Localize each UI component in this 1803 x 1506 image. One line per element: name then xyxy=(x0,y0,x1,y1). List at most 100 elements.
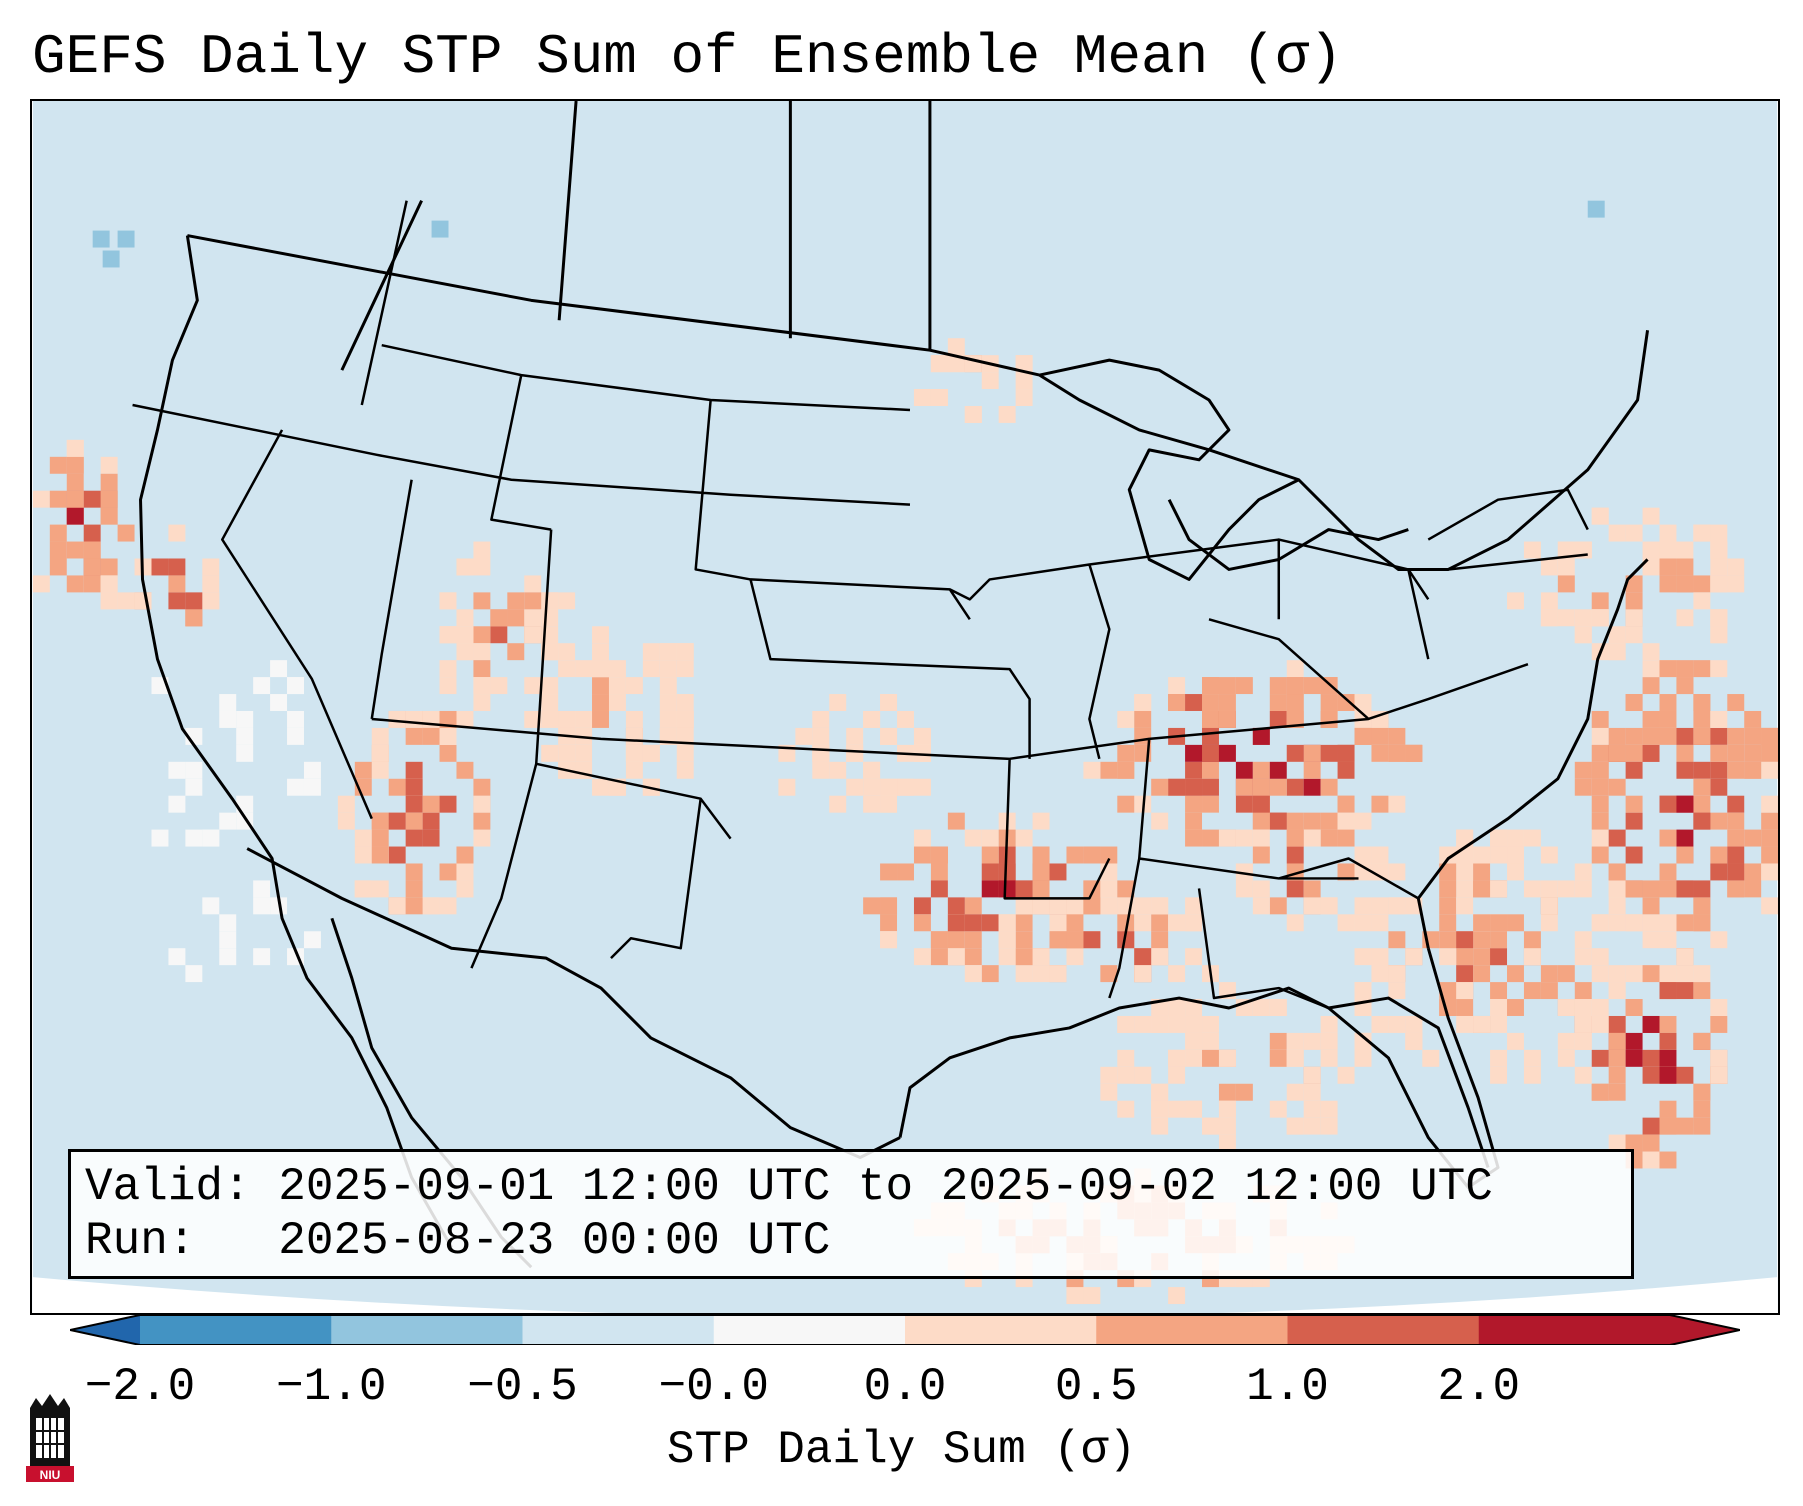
anomaly-cell xyxy=(1557,609,1575,627)
anomaly-cell xyxy=(1507,829,1524,847)
anomaly-cell xyxy=(303,931,321,949)
anomaly-cell xyxy=(1557,965,1575,983)
anomaly-cell xyxy=(1439,948,1457,966)
anomaly-cell xyxy=(998,863,1016,881)
anomaly-cell xyxy=(1608,744,1626,762)
anomaly-cell xyxy=(1642,965,1660,983)
anomaly-cell xyxy=(219,931,237,949)
anomaly-cell xyxy=(1540,558,1558,576)
anomaly-cell xyxy=(490,609,508,627)
anomaly-cell xyxy=(1269,999,1287,1016)
anomaly-cell xyxy=(1202,744,1219,762)
anomaly-cell xyxy=(1761,897,1778,915)
anomaly-cell xyxy=(1473,914,1491,932)
anomaly-cell xyxy=(1235,863,1253,881)
anomaly-cell xyxy=(1507,846,1524,864)
anomaly-cell xyxy=(1066,897,1084,915)
anomaly-cell xyxy=(168,592,186,610)
anomaly-cell xyxy=(202,575,220,593)
anomaly-cell xyxy=(1574,948,1592,966)
anomaly-cell xyxy=(1625,965,1643,983)
anomaly-cell xyxy=(1269,761,1287,779)
anomaly-cell xyxy=(1151,897,1169,915)
anomaly-cell xyxy=(66,490,84,508)
anomaly-cell xyxy=(1642,897,1660,915)
anomaly-cell xyxy=(592,778,609,796)
anomaly-cell xyxy=(1388,744,1406,762)
anomaly-cell xyxy=(1015,914,1033,932)
anomaly-cell xyxy=(1676,575,1694,593)
anomaly-cell xyxy=(1659,558,1677,576)
anomaly-cell xyxy=(998,405,1016,423)
anomaly-cell xyxy=(32,490,50,508)
anomaly-cell xyxy=(981,914,999,932)
anomaly-cell xyxy=(880,778,898,796)
anomaly-cell xyxy=(592,626,609,644)
anomaly-cell xyxy=(1744,710,1762,728)
anomaly-cell xyxy=(1676,948,1694,966)
anomaly-cell xyxy=(1168,778,1186,796)
anomaly-cell xyxy=(1710,744,1728,762)
anomaly-cell xyxy=(1286,880,1304,898)
anomaly-cell xyxy=(964,829,982,847)
anomaly-cell xyxy=(1676,795,1694,813)
anomaly-cell xyxy=(541,710,559,728)
anomaly-cell xyxy=(1693,727,1711,745)
anomaly-cell xyxy=(1642,914,1660,932)
anomaly-cell xyxy=(1490,982,1508,1000)
anomaly-cell xyxy=(1693,1100,1711,1118)
anomaly-cell xyxy=(1676,761,1694,779)
anomaly-cell xyxy=(1456,880,1474,898)
anomaly-cell xyxy=(964,931,982,949)
anomaly-cell xyxy=(1490,1015,1508,1033)
anomaly-cell xyxy=(1388,863,1406,881)
anomaly-cell xyxy=(1066,846,1084,864)
anomaly-cell xyxy=(1676,609,1694,627)
anomaly-cell xyxy=(1710,609,1728,627)
west-coast xyxy=(139,235,453,1248)
anomaly-cell xyxy=(1252,880,1270,898)
anomaly-cell xyxy=(102,250,120,268)
anomaly-cell xyxy=(1066,914,1084,932)
anomaly-cell xyxy=(1202,1117,1219,1135)
anomaly-cell xyxy=(1337,914,1355,932)
anomaly-cell xyxy=(1710,626,1728,644)
anomaly-cell xyxy=(422,829,440,847)
anomaly-cell xyxy=(1710,660,1728,678)
anomaly-cell xyxy=(1676,744,1694,762)
anomaly-cell xyxy=(1608,1049,1626,1067)
anomaly-cell xyxy=(812,710,830,728)
anomaly-cell xyxy=(1405,744,1423,762)
anomaly-cell xyxy=(1744,863,1762,881)
anomaly-cell xyxy=(1659,694,1677,711)
anomaly-cell xyxy=(405,863,423,881)
anomaly-cell xyxy=(558,643,576,661)
anomaly-cell xyxy=(1320,812,1338,830)
anomaly-cell xyxy=(1015,880,1033,898)
anomaly-cell xyxy=(642,744,660,762)
anomaly-cell xyxy=(1252,795,1270,813)
anomaly-cell xyxy=(1100,1066,1118,1084)
anomaly-cell xyxy=(659,660,677,678)
anomaly-cell xyxy=(1252,727,1270,745)
anomaly-cell xyxy=(863,897,881,915)
anomaly-cell xyxy=(1439,897,1457,915)
anomaly-cell xyxy=(1354,863,1372,881)
anomaly-cell xyxy=(49,541,67,559)
anomaly-cell xyxy=(1744,761,1762,779)
anomaly-cell xyxy=(1540,846,1558,864)
anomaly-cell xyxy=(1676,1117,1694,1135)
anomaly-cell xyxy=(1642,558,1660,576)
anomaly-cell xyxy=(981,372,999,390)
anomaly-cell xyxy=(1218,694,1236,711)
anomaly-cell xyxy=(676,710,694,728)
anomaly-cell xyxy=(1439,880,1457,898)
anomaly-cell xyxy=(1303,1083,1321,1101)
anomaly-cell xyxy=(1642,1117,1660,1135)
anomaly-cell xyxy=(456,710,474,728)
anomaly-cell xyxy=(1693,1083,1711,1101)
anomaly-cell xyxy=(1608,1083,1626,1101)
anomaly-cell xyxy=(1032,863,1050,881)
anomaly-cell xyxy=(49,490,67,508)
anomaly-cell xyxy=(913,778,931,796)
